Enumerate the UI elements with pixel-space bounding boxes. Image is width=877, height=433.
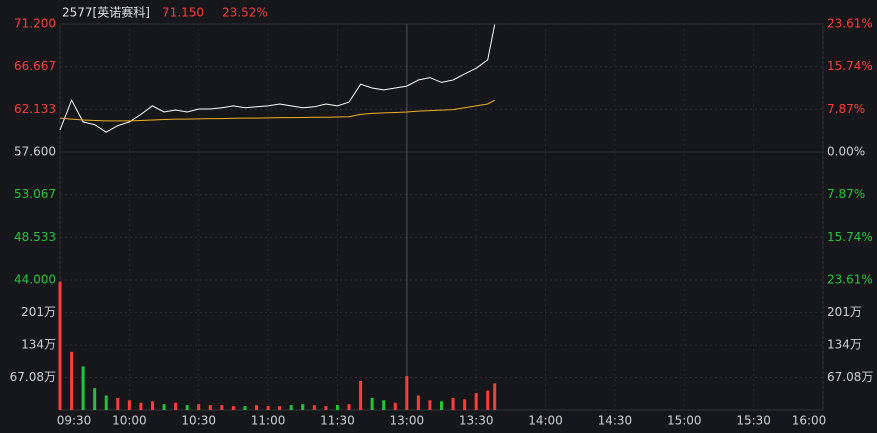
volume-bar xyxy=(208,405,212,410)
y2-tick-label: 23.61% xyxy=(827,17,873,31)
volume-bar xyxy=(174,402,178,410)
volume-bar xyxy=(255,405,259,410)
y2-tick-label: 0.00% xyxy=(827,145,865,159)
y-tick-label: 66.667 xyxy=(14,59,56,73)
x-tick-label: 11:30 xyxy=(320,414,355,428)
volume-bar xyxy=(231,406,235,410)
price-line xyxy=(59,24,496,133)
volume-bar xyxy=(150,401,154,410)
volume-bar xyxy=(70,351,74,410)
volume-bar xyxy=(312,405,316,410)
volume-bar xyxy=(197,404,201,410)
x-tick-label: 09:30 xyxy=(57,414,92,428)
volume-bar xyxy=(440,401,443,410)
price-label: 71.150 xyxy=(162,6,204,20)
volume-bar xyxy=(301,404,305,410)
volume-bar xyxy=(93,388,97,410)
y2-tick-label: 15.74% xyxy=(827,230,873,244)
volume-bar xyxy=(289,405,293,410)
price-line xyxy=(59,99,495,122)
volume-bar xyxy=(278,406,282,410)
y-tick-label: 57.600 xyxy=(14,145,56,159)
y2-tick-label: 7.87% xyxy=(827,187,865,201)
volume-bar xyxy=(139,402,143,410)
y-tick-label: 134万 xyxy=(21,338,56,352)
volume-bar xyxy=(185,405,189,410)
volume-bar xyxy=(416,395,420,410)
x-tick-label: 10:00 xyxy=(112,414,147,428)
volume-bar xyxy=(58,281,62,410)
x-tick-label: 15:00 xyxy=(667,414,702,428)
y-tick-label: 71.200 xyxy=(14,17,56,31)
volume-bar xyxy=(463,399,467,410)
y-tick-label: 44.000 xyxy=(14,273,56,287)
volume-bar xyxy=(81,366,85,410)
y-tick-label: 201万 xyxy=(21,305,56,319)
volume-bar xyxy=(104,395,108,410)
volume-bar xyxy=(324,406,328,410)
volume-bar xyxy=(451,397,455,410)
y-tick-label-right: 134万 xyxy=(827,338,862,352)
volume-bar xyxy=(428,400,432,410)
x-tick-label: 15:30 xyxy=(736,414,771,428)
y-tick-label: 53.067 xyxy=(14,187,56,201)
volume-bar xyxy=(116,397,120,410)
x-tick-label: 13:00 xyxy=(390,414,425,428)
x-tick-label: 11:00 xyxy=(251,414,286,428)
volume-bar xyxy=(370,397,374,410)
x-tick-label: 14:30 xyxy=(598,414,633,428)
y2-tick-label: 15.74% xyxy=(827,59,873,73)
y2-tick-label: 7.87% xyxy=(827,102,865,116)
volume-bar xyxy=(405,376,409,410)
y-tick-label: 48.533 xyxy=(14,230,56,244)
y-tick-label-right: 67.08万 xyxy=(827,370,873,384)
volume-bar xyxy=(243,406,247,410)
volume-bar xyxy=(220,405,224,410)
x-tick-label: 13:30 xyxy=(459,414,494,428)
volume-bar xyxy=(347,404,351,410)
volume-bar xyxy=(486,390,490,410)
volume-bar xyxy=(474,393,478,410)
chart-title: 2577[英诺赛科] xyxy=(62,5,150,20)
volume-bar xyxy=(393,402,397,410)
volume-bar xyxy=(382,400,386,410)
volume-bar xyxy=(335,405,339,410)
y-tick-label: 62.133 xyxy=(14,102,56,116)
volume-bar xyxy=(127,400,131,410)
y2-tick-label: 23.61% xyxy=(827,273,873,287)
y-tick-label: 67.08万 xyxy=(10,370,56,384)
volume-bar xyxy=(162,404,166,410)
x-tick-label: 16:00 xyxy=(792,414,827,428)
volume-bar xyxy=(359,380,363,410)
x-tick-label: 10:30 xyxy=(181,414,216,428)
volume-bar xyxy=(266,406,270,410)
volume-bar xyxy=(493,383,497,410)
x-tick-label: 14:00 xyxy=(528,414,563,428)
change-label: 23.52% xyxy=(222,6,268,20)
y-tick-label-right: 201万 xyxy=(827,305,862,319)
